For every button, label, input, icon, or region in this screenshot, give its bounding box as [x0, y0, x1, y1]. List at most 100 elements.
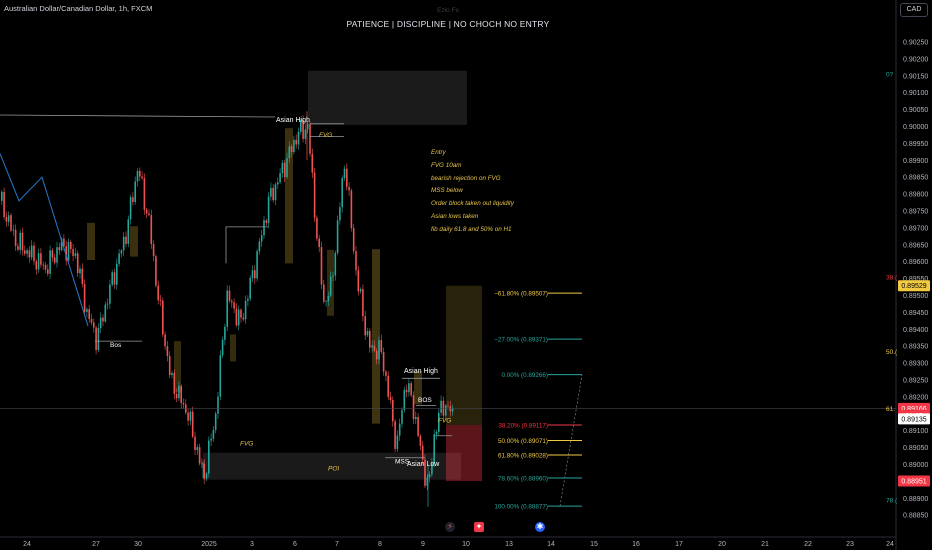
candle-body [53, 257, 56, 263]
candle-body [106, 303, 109, 305]
candle-body [189, 411, 192, 421]
candle-body [242, 317, 245, 320]
price-tick-label: 0.90250 [903, 40, 928, 47]
time-tick-label: 24 [886, 541, 894, 548]
watermark: Ezio Fx [437, 7, 459, 14]
poi-zone [203, 452, 461, 480]
candle-body [235, 308, 238, 326]
candle-body [293, 139, 295, 152]
candle-body [30, 245, 33, 258]
candle-body [37, 253, 40, 270]
candle-body [44, 264, 47, 270]
price-tick-label: 0.88900 [903, 496, 928, 503]
price-tick-label: 0.89100 [903, 428, 928, 435]
candle-body [33, 245, 35, 262]
candle-body [290, 146, 293, 152]
candle-body [166, 346, 169, 357]
price-tick-label: 0.88850 [903, 513, 928, 520]
candle-body [28, 250, 31, 258]
candle-body [258, 241, 261, 252]
drawings [0, 114, 896, 507]
candle-body [251, 270, 254, 279]
candle-body [431, 463, 433, 475]
candle-body [159, 300, 162, 301]
candle-body [74, 253, 77, 256]
candle-body [231, 300, 233, 303]
note-line: MSS below [431, 187, 463, 195]
candle-body [419, 435, 422, 446]
candle-body [323, 284, 325, 302]
time-tick-label: 27 [92, 541, 100, 548]
candle-body [449, 406, 452, 412]
fib-retracement: −61.80% (0.89507) −27.00% (0.89371) 0.00% … [494, 290, 582, 510]
candle-body [79, 268, 81, 274]
candle-body [26, 250, 28, 254]
axis-level-label: 61. [886, 406, 895, 413]
price-label: 0.89135 [901, 416, 926, 423]
candle-body [244, 300, 247, 320]
candle-body [63, 238, 65, 247]
fib-level-label: −61.80% (0.89507) [494, 290, 548, 297]
price-tick-label: 0.89400 [903, 327, 928, 334]
candle-body [56, 247, 58, 263]
time-tick-label: 3 [250, 541, 254, 548]
event-icon[interactable]: ✱ [535, 522, 545, 532]
time-tick-label: 17 [675, 541, 683, 548]
target-zone [446, 285, 482, 425]
axis-level-label: 38.( [886, 274, 898, 281]
candle-body [104, 304, 107, 322]
flag-icon[interactable]: ✦ [474, 522, 484, 532]
candle-body [378, 340, 380, 360]
chart-annotation: POI [328, 465, 339, 472]
candle-body [224, 326, 226, 340]
price-tick-label: 0.89600 [903, 259, 928, 266]
candle-body [134, 181, 136, 202]
candle-body [417, 417, 419, 436]
price-tick-label: 0.89650 [903, 242, 928, 249]
candle-body [233, 302, 235, 309]
candle-body [352, 228, 355, 252]
candle-body [316, 217, 318, 239]
order-block [372, 249, 380, 424]
price-tick-label: 0.90100 [903, 90, 928, 97]
candle-body [86, 309, 88, 312]
order-block [87, 222, 95, 261]
candle-body [141, 176, 143, 179]
candle-body [201, 463, 203, 465]
note-line: Entry [431, 149, 446, 156]
flash-icon[interactable]: ⚡ [445, 522, 455, 532]
candle-body [212, 429, 215, 439]
candle-body [1, 191, 3, 201]
candle-body [113, 272, 116, 285]
candle-body [281, 162, 284, 174]
fib-level-label: −27.00% (0.89371) [494, 336, 548, 343]
candle-body [196, 447, 199, 451]
candle-body [265, 220, 268, 223]
candle-body [157, 285, 159, 301]
candle-body [398, 423, 401, 436]
candle-body [152, 244, 155, 257]
candle-body [143, 178, 146, 210]
candle-body [424, 459, 426, 486]
candle-body [95, 327, 97, 350]
currency-button[interactable]: CAD [900, 3, 928, 17]
time-tick-label: 10 [462, 541, 470, 548]
candle-body [350, 190, 353, 229]
candle-body [394, 421, 396, 449]
candle-body [410, 383, 412, 396]
price-tick-label: 0.89450 [903, 310, 928, 317]
candle-body [65, 246, 67, 261]
stop-zone [446, 424, 482, 482]
order-block [285, 128, 293, 264]
candle-body [42, 264, 44, 266]
candle-body [451, 407, 454, 412]
order-block [174, 341, 181, 392]
candle-body [286, 158, 288, 178]
price-tick-label: 0.89800 [903, 192, 928, 199]
candle-body [392, 400, 394, 422]
candle-body [7, 215, 10, 222]
axis-level-label: 0? [886, 72, 894, 79]
candle-body [421, 445, 424, 460]
candle-body [364, 316, 366, 336]
